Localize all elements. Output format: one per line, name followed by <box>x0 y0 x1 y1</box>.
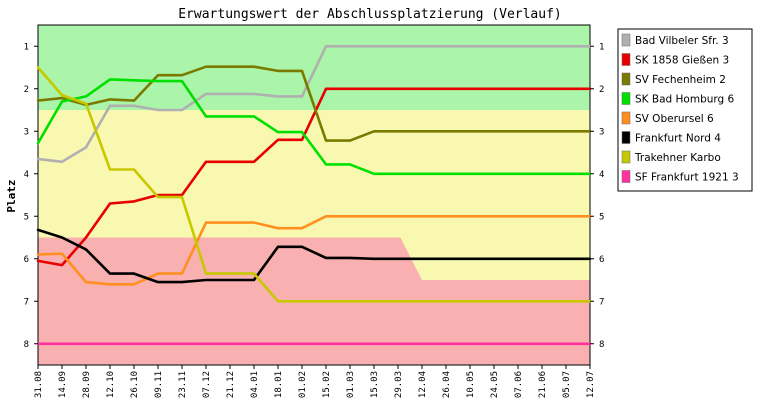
band-layer <box>38 25 590 365</box>
series-line-3 <box>36 78 592 176</box>
x-tick-label: 09.11 <box>154 371 164 398</box>
plot-border <box>37 24 591 366</box>
x-tick-label: 04.01 <box>250 371 260 398</box>
x-tick-label: 01.03 <box>346 371 356 398</box>
y-tick-label-left: 8 <box>24 340 29 350</box>
y-tick-label-right: 1 <box>599 42 604 52</box>
legend-swatch-7 <box>621 170 631 183</box>
band-transition <box>38 237 590 280</box>
y-tick-label-right: 7 <box>599 297 604 307</box>
x-ticks: 31.08 14.09 28.09 12.10 26.10 09.11 23.11 07.12… <box>34 365 596 398</box>
legend-swatch-4 <box>621 111 631 125</box>
series-line-2 <box>36 65 592 142</box>
legend-label-5: Frankfurt Nord 4 <box>635 133 721 145</box>
legend-label-1: SK 1858 Gießen 3 <box>635 55 729 67</box>
x-tick-label: 29.03 <box>394 371 404 398</box>
y-tick-label-left: 3 <box>24 127 29 137</box>
x-tick-label: 05.07 <box>562 371 572 398</box>
x-tick-label: 10.05 <box>466 371 476 398</box>
plot-frame <box>37 24 591 366</box>
series-line-6 <box>36 66 592 303</box>
x-tick-label: 21.06 <box>538 371 548 398</box>
legend: Bad Vilbeler Sfr. 3 SK 1858 Gießen 3 SV Fe… <box>617 28 753 192</box>
x-tick-label: 26.10 <box>130 371 140 398</box>
y-tick-label-right: 3 <box>599 127 604 137</box>
x-tick-label: 12.07 <box>586 371 596 398</box>
series-line-4 <box>36 215 592 286</box>
legend-swatch-1 <box>621 53 631 66</box>
y-tick-label-left: 1 <box>24 42 29 52</box>
x-tick-label: 15.03 <box>370 371 380 398</box>
legend-label-3: SK Bad Homburg 6 <box>635 94 735 106</box>
x-tick-label: 12.10 <box>106 371 116 398</box>
series-line-0 <box>36 44 592 164</box>
legend-swatch-0 <box>621 33 631 47</box>
x-tick-label: 01.02 <box>298 371 308 398</box>
y-axis-label: Platz <box>5 179 18 212</box>
band-0 <box>38 25 590 110</box>
legend-label-2: SV Fechenheim 2 <box>635 74 726 86</box>
y-tick-label-right: 4 <box>599 170 604 180</box>
x-tick-label: 12.04 <box>418 371 428 398</box>
x-tick-label: 14.09 <box>58 371 68 398</box>
y-tick-label-right: 6 <box>599 255 604 265</box>
legend-swatch-5 <box>621 131 631 144</box>
chart-title: Erwartungswert der Abschlussplatzierung … <box>178 7 562 22</box>
x-tick-label: 24.05 <box>490 371 500 398</box>
y-tick-label-left: 7 <box>24 297 29 307</box>
y-tick-label-left: 5 <box>24 212 29 222</box>
x-tick-label: 21.12 <box>226 371 236 398</box>
x-tick-label: 07.12 <box>202 371 212 398</box>
y-tick-label-right: 8 <box>599 340 604 350</box>
x-tick-label: 18.01 <box>274 371 284 398</box>
y-ticks-left: 1 2 3 4 5 6 7 8 <box>24 42 38 350</box>
series-line-5 <box>36 228 592 284</box>
x-tick-label: 07.06 <box>514 371 524 398</box>
x-tick-label: 26.04 <box>442 371 452 398</box>
x-tick-label: 23.11 <box>178 371 188 398</box>
legend-label-0: Bad Vilbeler Sfr. 3 <box>635 35 729 47</box>
y-ticks-right: 1 2 3 4 5 6 7 8 <box>590 42 604 350</box>
legend-swatch-2 <box>621 72 631 86</box>
series-line-1 <box>36 87 592 267</box>
legend-box <box>617 28 753 192</box>
x-tick-label: 28.09 <box>82 371 92 398</box>
x-tick-label: 31.08 <box>34 371 44 398</box>
legend-label-6: Trakehner Karbo <box>634 152 721 164</box>
legend-swatch-6 <box>621 150 631 164</box>
y-tick-label-left: 6 <box>24 255 29 265</box>
y-tick-label-right: 2 <box>599 85 604 95</box>
legend-label-4: SV Oberursel 6 <box>635 113 714 125</box>
legend-swatch-3 <box>621 92 631 105</box>
y-tick-label-right: 5 <box>599 212 604 222</box>
y-tick-label-left: 4 <box>24 170 29 180</box>
x-tick-label: 15.02 <box>322 371 332 398</box>
legend-label-7: SF Frankfurt 1921 3 <box>635 172 739 184</box>
y-tick-label-left: 2 <box>24 85 29 95</box>
series-layer <box>36 44 592 346</box>
